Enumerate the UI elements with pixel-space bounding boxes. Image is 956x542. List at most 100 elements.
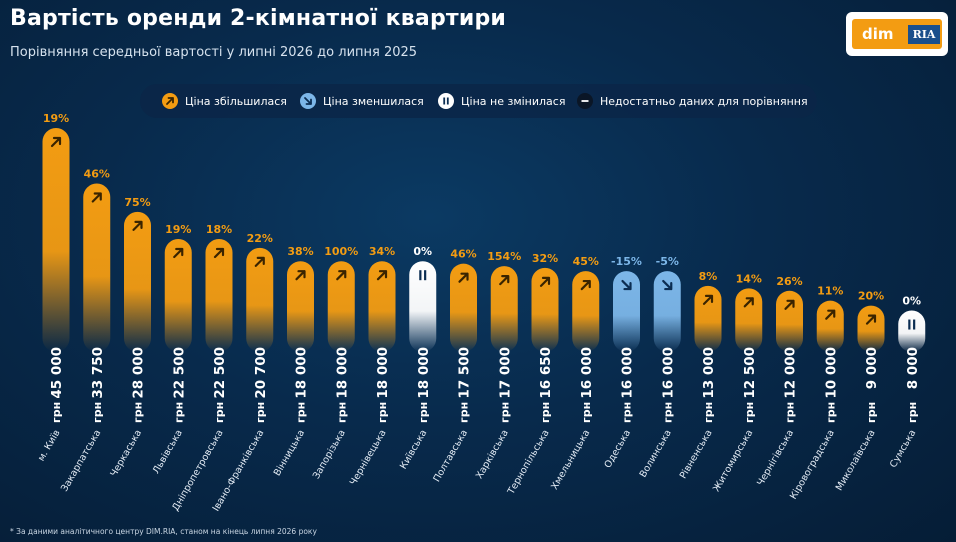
category-label: Миколаївська [834, 428, 878, 493]
arrow-down-right-icon [662, 279, 673, 291]
category-label: Одеська [602, 428, 633, 470]
dim-ria-logo[interactable]: dim RIA [846, 12, 948, 56]
unit-label: грн [498, 402, 511, 423]
change-label: 14% [736, 272, 762, 285]
unit-label: грн [254, 402, 267, 423]
change-label: 11% [817, 285, 843, 298]
category-label: Чернівецька [348, 428, 389, 487]
change-label: 18% [206, 223, 232, 236]
legend-label-same: Ціна не змінилася [461, 95, 566, 108]
arrow-up-right-icon [254, 256, 265, 267]
value-label: 18 000 [334, 347, 350, 399]
page-title: Вартість оренди 2-кімнатної квартири [10, 6, 507, 31]
unit-label: грн [91, 402, 104, 423]
category-label: Вінницька [272, 428, 307, 478]
arrow-up-right-icon [132, 220, 143, 231]
arrow-up-right-icon [865, 314, 877, 325]
unit-label: грн [213, 402, 226, 423]
value-label: 16 000 [579, 347, 595, 399]
bar [816, 300, 844, 352]
unit-label: грн [661, 402, 674, 423]
bar [205, 239, 233, 352]
logo-text-ria: RIA [908, 25, 940, 44]
category-label: Житомирська [711, 428, 755, 494]
legend: Ціна збільшилася Ціна зменшилася Ціна не… [140, 84, 817, 118]
change-label: 32% [532, 252, 558, 265]
arrow-up-right-icon [499, 275, 510, 286]
bar [246, 247, 274, 352]
change-label: 100% [324, 245, 358, 258]
arrow-up-right-icon [91, 192, 102, 203]
change-label: 0% [902, 295, 921, 308]
change-label: 154% [487, 250, 521, 263]
value-label: 9 000 [864, 347, 880, 389]
legend-label-up: Ціна збільшилася [185, 95, 287, 108]
change-label: -5% [656, 255, 679, 268]
bar [42, 128, 70, 352]
bar [490, 266, 518, 352]
value-label: 28 000 [131, 347, 147, 399]
change-label: 75% [124, 196, 150, 209]
category-label: Львівська [151, 428, 185, 476]
bar [287, 261, 314, 352]
change-label: 22% [247, 232, 273, 245]
unit-label: грн [621, 402, 634, 423]
unit-label: грн [376, 402, 389, 423]
category-label: Полтавська [431, 428, 470, 484]
value-label: 17 000 [497, 347, 513, 399]
category-label: Запорізька [311, 428, 348, 481]
change-label: 20% [858, 290, 884, 303]
bar [776, 290, 803, 352]
change-label: 19% [165, 223, 191, 236]
unit-label: грн [743, 402, 756, 423]
value-label: 16 000 [620, 347, 636, 399]
unit-label: грн [172, 402, 185, 423]
category-label: Сумська [888, 428, 918, 470]
pause-icon [419, 270, 427, 281]
unit-label: грн [132, 402, 145, 423]
bar [898, 310, 926, 352]
value-label: 13 000 [701, 347, 717, 399]
arrow-up-right-icon [458, 272, 469, 283]
unit-label: грн [784, 402, 797, 423]
change-label: 8% [699, 270, 718, 283]
unit-label: грн [417, 402, 430, 423]
arrow-up-right-icon [295, 270, 306, 281]
arrow-up-right-icon [825, 309, 836, 320]
category-label: Чернігівська [755, 428, 796, 488]
arrow-down-right-icon [621, 279, 632, 291]
arrow-up-right-icon [173, 247, 184, 259]
change-label: 26% [776, 275, 802, 288]
bar [613, 271, 640, 352]
unit-label: грн [702, 402, 715, 423]
bar [124, 211, 151, 352]
category-label: м. Київ [36, 428, 63, 464]
arrow-up-right-icon [336, 270, 347, 281]
arrow-up-right-icon [213, 247, 225, 259]
unit-label: грн [50, 402, 63, 423]
value-label: 45 000 [49, 347, 65, 399]
arrow-up-right-icon [743, 297, 754, 308]
unit-label: грн [335, 402, 348, 423]
category-label: Рівненська [678, 428, 715, 481]
value-label: 20 700 [253, 347, 269, 399]
bar [735, 288, 763, 352]
bar [653, 271, 681, 352]
arrow-down-right-icon [300, 93, 316, 109]
value-label: 22 500 [171, 347, 187, 399]
bar [327, 261, 355, 352]
category-label: Закарпатська [59, 428, 103, 494]
arrow-up-right-icon [376, 270, 388, 281]
bar [368, 261, 396, 352]
value-label: 22 500 [212, 347, 228, 399]
category-label: Київська [398, 428, 429, 471]
arrow-up-right-icon [784, 299, 795, 310]
unit-label: грн [580, 402, 593, 423]
bar [450, 263, 477, 352]
category-label: Хмельницька [549, 428, 592, 492]
change-label: 0% [413, 245, 432, 258]
value-label: 18 000 [416, 347, 432, 399]
unit-label: грн [539, 402, 552, 423]
value-label: 16 000 [660, 347, 676, 399]
